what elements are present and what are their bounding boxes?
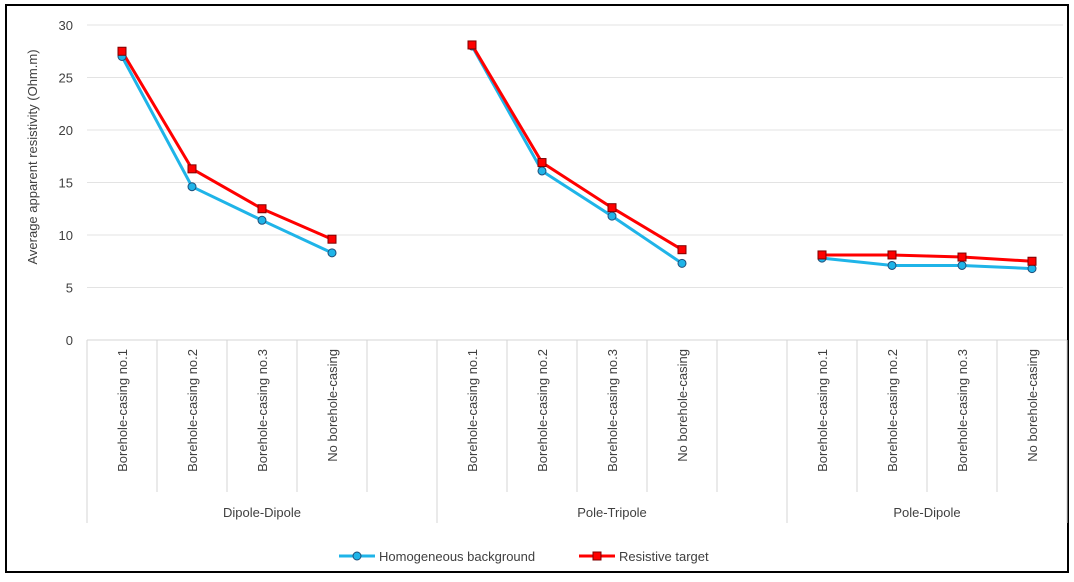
data-point-homogeneous-background	[607, 211, 617, 221]
x-tick-label: Borehole-casing no.1	[815, 349, 830, 472]
data-point-resistive-target	[117, 46, 127, 56]
x-tick-label: No borehole-casing	[1025, 349, 1040, 462]
data-point-homogeneous-background	[327, 248, 337, 258]
data-point-homogeneous-background	[957, 260, 967, 270]
series-line-resistive-target	[120, 50, 333, 241]
legend-marker-square	[592, 551, 602, 561]
legend-label: Resistive target	[619, 549, 709, 564]
data-point-homogeneous-background	[1027, 264, 1037, 274]
series-line-resistive-target	[470, 44, 683, 251]
y-tick-label-5: 5	[66, 281, 73, 296]
series-line-homogeneous-background	[821, 256, 1033, 271]
series-line-resistive-target	[822, 253, 1033, 263]
y-axis-label: Average apparent resistivity (Ohm.m)	[25, 49, 40, 264]
data-point-resistive-target	[187, 164, 197, 174]
data-point-homogeneous-background	[187, 182, 197, 192]
x-tick-label: Borehole-casing no.2	[185, 349, 200, 472]
y-tick-label-30: 30	[59, 18, 73, 33]
x-tick-label: Borehole-casing no.2	[885, 349, 900, 472]
data-point-resistive-target	[817, 250, 827, 260]
group-label: Pole-Tripole	[577, 505, 647, 520]
x-tick-label: Borehole-casing no.2	[535, 349, 550, 472]
x-tick-label: Borehole-casing no.3	[955, 349, 970, 472]
legend: Homogeneous background Resistive target	[339, 549, 709, 564]
series-markers	[117, 40, 1037, 274]
data-point-resistive-target	[467, 40, 477, 50]
data-point-resistive-target	[537, 158, 547, 168]
y-axis: 0 5 10 15 20 25 30	[59, 18, 73, 348]
y-tick-label-10: 10	[59, 228, 73, 243]
data-point-resistive-target	[257, 204, 267, 214]
series-line-homogeneous-background	[120, 55, 333, 255]
y-tick-label-25: 25	[59, 71, 73, 86]
data-point-homogeneous-background	[537, 166, 547, 176]
data-point-resistive-target	[957, 252, 967, 262]
y-tick-label-15: 15	[59, 176, 73, 191]
data-point-resistive-target	[327, 234, 337, 244]
x-tick-label: Borehole-casing no.1	[115, 349, 130, 472]
data-point-homogeneous-background	[257, 215, 267, 225]
data-point-resistive-target	[607, 203, 617, 213]
data-point-resistive-target	[1027, 256, 1037, 266]
data-point-homogeneous-background	[677, 258, 687, 268]
x-tick-label: Borehole-casing no.3	[255, 349, 270, 472]
data-point-homogeneous-background	[887, 260, 897, 270]
group-label: Dipole-Dipole	[223, 505, 301, 520]
group-label: Pole-Dipole	[893, 505, 960, 520]
chart-border	[5, 4, 1069, 573]
y-tick-label-20: 20	[59, 123, 73, 138]
legend-label: Homogeneous background	[379, 549, 535, 564]
x-tick-label: No borehole-casing	[675, 349, 690, 462]
x-tick-label: No borehole-casing	[325, 349, 340, 462]
y-tick-label-0: 0	[66, 333, 73, 348]
series-line-homogeneous-background	[470, 45, 683, 265]
data-point-resistive-target	[887, 250, 897, 260]
x-tick-label: Borehole-casing no.3	[605, 349, 620, 472]
x-axis: Borehole-casing no.1 Borehole-casing no.2…	[86, 339, 1068, 523]
data-point-resistive-target	[677, 245, 687, 255]
legend-marker-circle	[352, 551, 362, 561]
series-lines	[120, 44, 1033, 271]
x-tick-label: Borehole-casing no.1	[465, 349, 480, 472]
